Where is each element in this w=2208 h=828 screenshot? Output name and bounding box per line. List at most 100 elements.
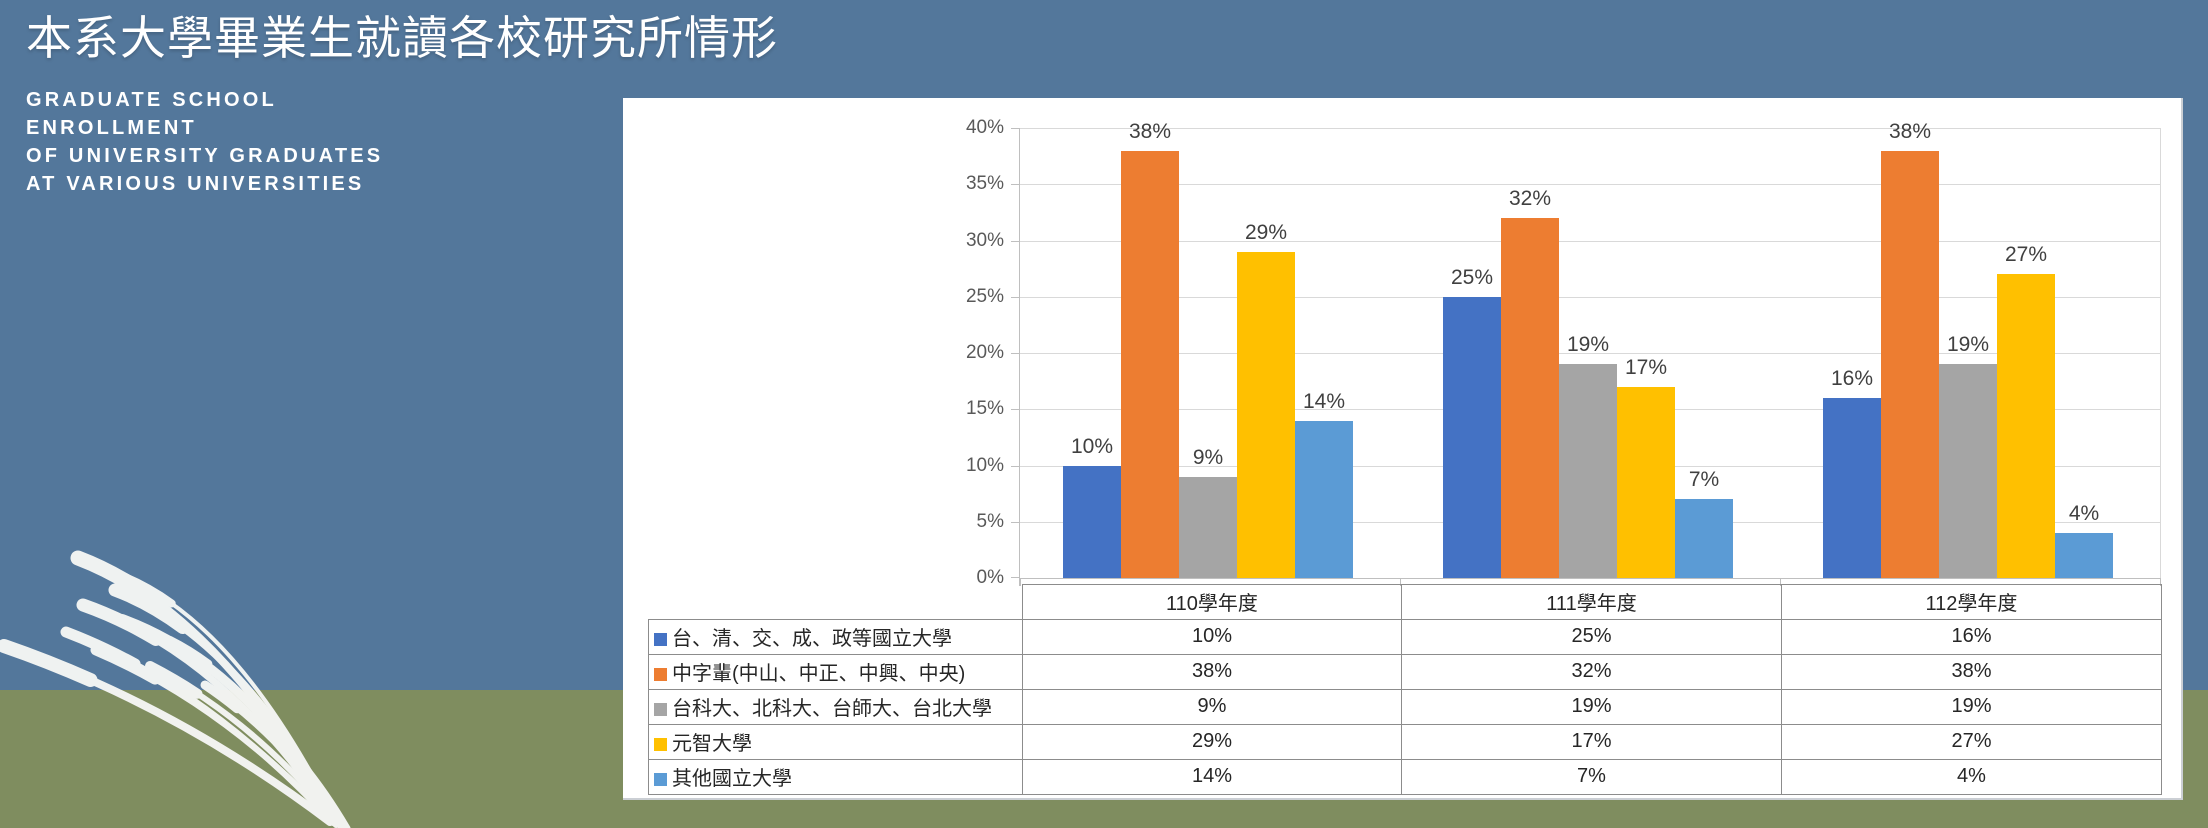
subtitle-line: OF UNIVERSITY GRADUATES: [26, 145, 384, 167]
x-axis-tick: [1400, 578, 1401, 586]
gridline: [1020, 240, 2160, 242]
table-row: 其他國立大學 14% 7% 4%: [648, 758, 2162, 795]
series-name-label: 中字輩(中山、中正、中興、中央): [672, 663, 966, 685]
bar: [1295, 420, 1353, 578]
table-row: 台、清、交、成、政等國立大學 10% 25% 16%: [648, 618, 2162, 655]
y-axis-tick: [1011, 465, 1019, 467]
gridline: [1020, 353, 2160, 354]
value-cell: 9%: [1022, 688, 1402, 725]
series-name-label: 台科大、北科大、台師大、台北大學: [672, 698, 992, 720]
legend-key-icon: [654, 773, 667, 786]
value-cell: 32%: [1401, 653, 1782, 690]
subtitle-line: AT VARIOUS UNIVERSITIES: [26, 173, 365, 195]
y-axis-tick: [1011, 128, 1019, 129]
category-header-cell: 112學年度: [1781, 584, 2162, 620]
y-axis-label: 15%: [965, 398, 1004, 420]
legend-key-icon: [654, 633, 667, 646]
plot-right-border: [2160, 128, 2161, 578]
table-header-row: 110學年度 111學年度 112學年度: [649, 584, 2162, 620]
y-axis-label: 40%: [965, 117, 1004, 138]
series-name-cell: 中字輩(中山、中正、中興、中央): [648, 653, 1023, 690]
silvergrass-decoration-icon: [0, 550, 352, 828]
y-axis-tick: [1011, 296, 1019, 298]
table-row: 中字輩(中山、中正、中興、中央) 38% 32% 38%: [648, 653, 2162, 690]
bar-value-label: 17%: [1624, 355, 1668, 379]
y-axis-tick: [1011, 184, 1019, 186]
gridline: [1020, 184, 2160, 186]
y-axis-label: 10%: [965, 454, 1004, 476]
bar-value-label: 38%: [1888, 119, 1932, 143]
legend-key-icon: [654, 668, 667, 681]
value-cell: 19%: [1781, 688, 2162, 725]
y-axis-label: 25%: [965, 285, 1004, 307]
series-name-cell: 台、清、交、成、政等國立大學: [648, 618, 1023, 655]
y-axis-tick: [1011, 521, 1019, 523]
bar-value-label: 7%: [1688, 468, 1720, 492]
value-cell: 17%: [1401, 723, 1782, 760]
subtitle-line: GRADUATE SCHOOL: [26, 89, 277, 111]
bar-value-label: 14%: [1302, 389, 1346, 413]
value-cell: 38%: [1022, 653, 1402, 690]
bar: [1121, 150, 1179, 578]
gridline: [1020, 296, 2160, 298]
page-subtitle: GRADUATE SCHOOL ENROLLMENT OF UNIVERSITY…: [26, 86, 778, 198]
bar-value-label: 9%: [1192, 445, 1224, 469]
x-axis-tick: [2160, 578, 2161, 586]
y-axis-label: 35%: [965, 173, 1004, 195]
value-cell: 27%: [1781, 723, 2162, 760]
bar-value-label: 19%: [1566, 333, 1610, 357]
bar: [1675, 499, 1733, 578]
bar-value-label: 16%: [1830, 367, 1874, 390]
series-name-cell: 台科大、北科大、台師大、台北大學: [648, 688, 1023, 725]
y-axis-tick: [1011, 240, 1019, 242]
bar: [1179, 476, 1237, 578]
y-axis-tick: [1011, 409, 1019, 411]
series-name-label: 台、清、交、成、政等國立大學: [672, 628, 952, 650]
series-name-cell: 其他國立大學: [648, 758, 1023, 795]
y-axis-label: 30%: [965, 229, 1004, 251]
series-name-label: 其他國立大學: [672, 768, 792, 790]
bar-value-label: 29%: [1244, 220, 1288, 244]
x-axis-tick: [1780, 578, 1781, 586]
bar-value-label: 25%: [1450, 265, 1494, 289]
x-axis-tick: [1020, 578, 1021, 586]
bar-value-label: 32%: [1508, 187, 1552, 210]
category-header-cell: 111學年度: [1401, 584, 1782, 620]
y-axis-line: [1019, 128, 1020, 586]
x-axis-line: [1019, 578, 2161, 579]
bar: [1443, 296, 1501, 578]
gridline: [1020, 128, 2160, 129]
y-axis-label: 5%: [976, 510, 1004, 532]
chart-panel: 0% 5% 10% 15% 20% 25% 30% 35% 40% 10% 25% 16% 38% 32%…: [623, 98, 2183, 800]
y-axis-label: 20%: [965, 342, 1004, 363]
bar: [1559, 364, 1617, 578]
bar: [1939, 364, 1997, 578]
bar: [1501, 218, 1559, 578]
value-cell: 7%: [1401, 758, 1782, 795]
bar: [1881, 150, 1939, 578]
bar-value-label: 4%: [2068, 502, 2100, 525]
series-name-label: 元智大學: [672, 733, 752, 755]
bar: [1063, 465, 1121, 578]
value-cell: 16%: [1781, 618, 2162, 655]
bar-value-label: 38%: [1128, 119, 1172, 143]
value-cell: 19%: [1401, 688, 1782, 725]
legend-key-icon: [654, 738, 667, 751]
series-name-cell: 元智大學: [648, 723, 1023, 760]
y-axis-label: 0%: [976, 567, 1004, 588]
y-axis-tick: [1011, 577, 1019, 578]
chart-data-table: 110學年度 111學年度 112學年度 台、清、交、成、政等國立大學 10% 25% 16…: [648, 584, 2162, 795]
page-title: 本系大學畢業生就讀各校研究所情形: [26, 12, 778, 64]
value-cell: 25%: [1401, 618, 1782, 655]
bar-value-label: 27%: [2004, 243, 2048, 267]
table-row: 台科大、北科大、台師大、台北大學 9% 19% 19%: [648, 688, 2162, 725]
value-cell: 29%: [1022, 723, 1402, 760]
subtitle-line: ENROLLMENT: [26, 117, 197, 139]
bar: [2055, 533, 2113, 578]
table-corner-cell: [649, 585, 1023, 620]
bar-value-label: 10%: [1070, 434, 1114, 458]
slide-header: 本系大學畢業生就讀各校研究所情形 GRADUATE SCHOOL ENROLLM…: [26, 2, 778, 198]
category-header-cell: 110學年度: [1022, 584, 1402, 620]
bar-chart-plot-area: 0% 5% 10% 15% 20% 25% 30% 35% 40% 10% 25% 16% 38% 32%…: [966, 117, 2161, 588]
y-axis-tick: [1011, 353, 1019, 354]
